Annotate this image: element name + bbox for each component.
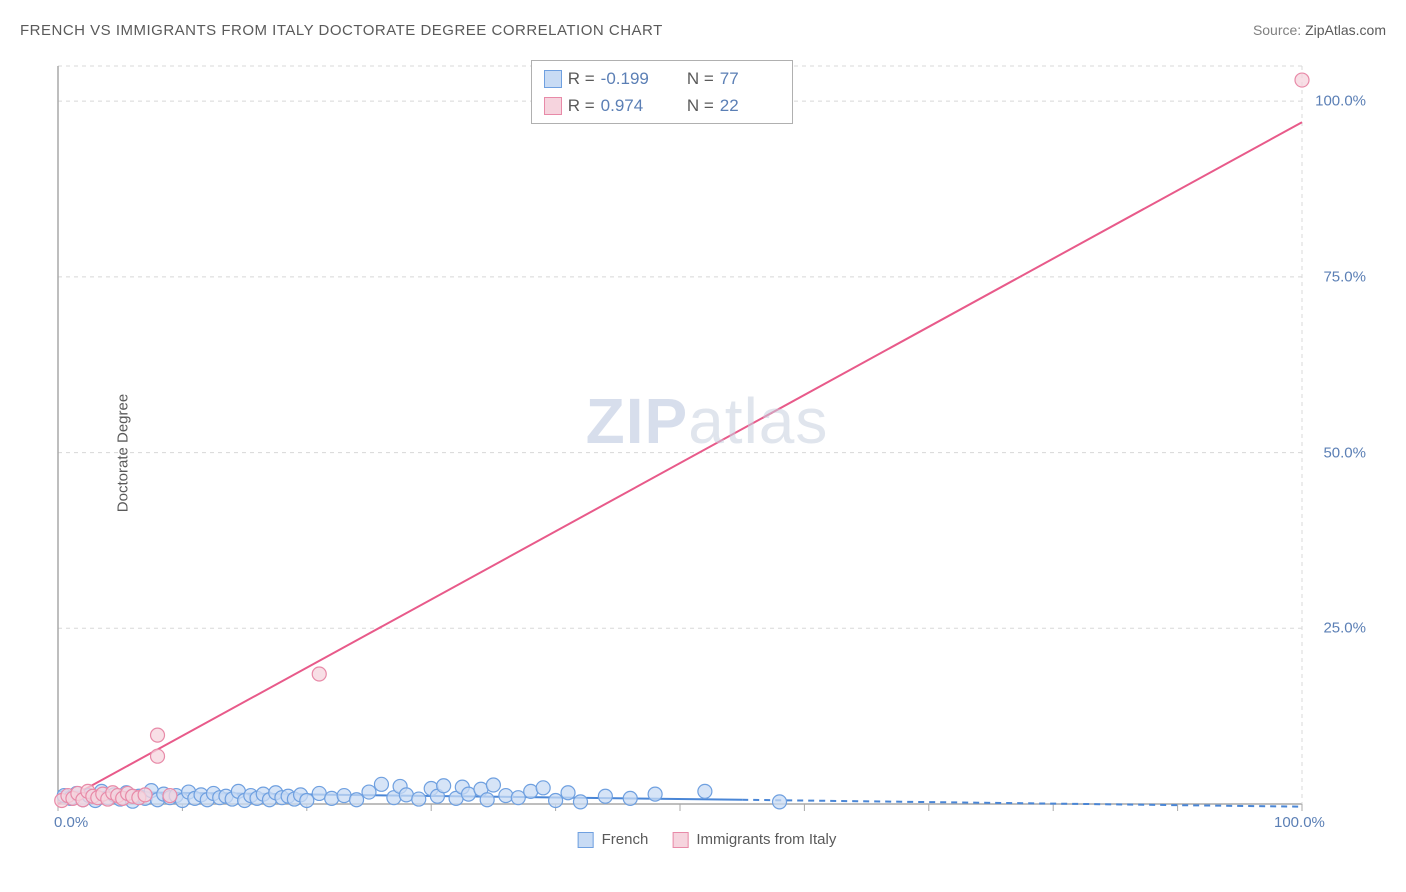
legend-item: French [578, 831, 649, 848]
series-legend: French Immigrants from Italy [578, 831, 837, 848]
r-value: -0.199 [601, 65, 661, 92]
n-label: N = [687, 65, 714, 92]
legend-item: Immigrants from Italy [672, 831, 836, 848]
y-tick-label: 25.0% [1323, 620, 1366, 637]
y-tick-label: 100.0% [1315, 93, 1366, 110]
source-label: Source: [1253, 22, 1301, 38]
legend-swatch [672, 832, 688, 848]
legend-swatch [544, 97, 562, 115]
chart-svg [52, 58, 1362, 848]
n-value: 77 [720, 65, 780, 92]
legend-label: French [602, 831, 649, 848]
correlation-legend-row: R = 0.974 N = 22 [544, 92, 780, 119]
source-value: ZipAtlas.com [1305, 22, 1386, 38]
y-tick-label: 50.0% [1323, 444, 1366, 461]
legend-swatch [578, 832, 594, 848]
r-label: R = [568, 92, 595, 119]
legend-swatch [544, 70, 562, 88]
n-value: 22 [720, 92, 780, 119]
chart-title: FRENCH VS IMMIGRANTS FROM ITALY DOCTORAT… [20, 22, 663, 39]
r-label: R = [568, 65, 595, 92]
legend-label: Immigrants from Italy [696, 831, 836, 848]
x-end-tick: 100.0% [1274, 814, 1325, 831]
origin-tick: 0.0% [54, 814, 88, 831]
n-label: N = [687, 92, 714, 119]
y-tick-label: 75.0% [1323, 268, 1366, 285]
correlation-legend: R = -0.199 N = 77R = 0.974 N = 22 [531, 60, 793, 124]
plot-area: Doctorate Degree ZIPatlas R = -0.199 N =… [52, 58, 1362, 848]
source-attribution: Source: ZipAtlas.com [1253, 22, 1386, 38]
r-value: 0.974 [601, 92, 661, 119]
correlation-legend-row: R = -0.199 N = 77 [544, 65, 780, 92]
